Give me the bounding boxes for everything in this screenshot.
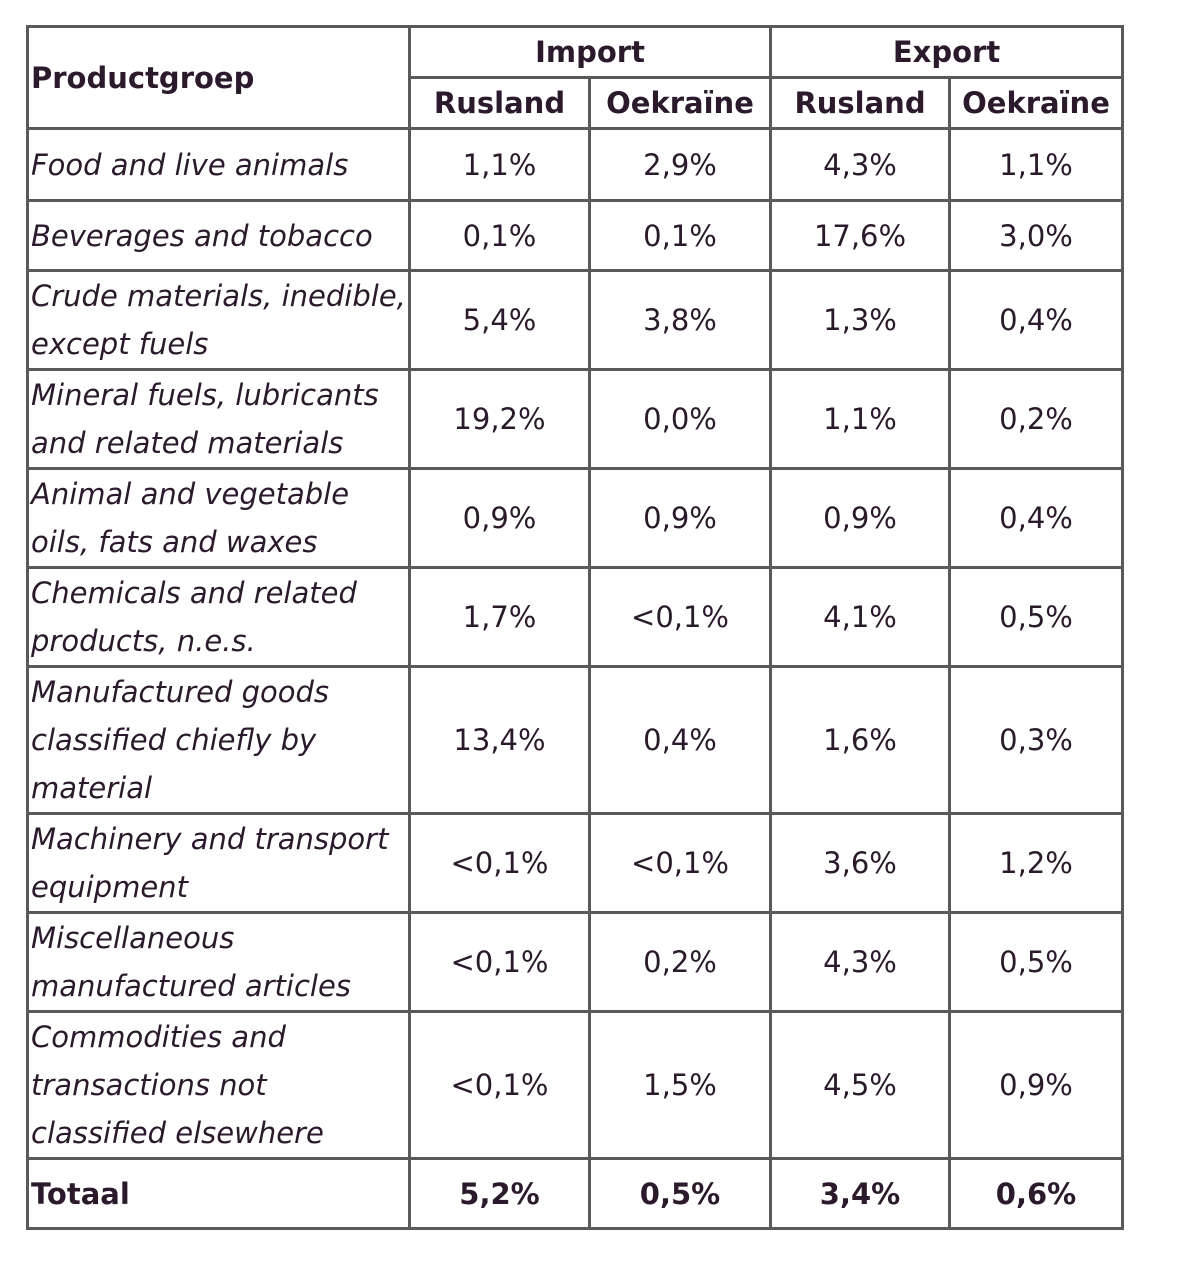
cell-import-rusland: <0,1% bbox=[408, 812, 591, 914]
table-row: Food and live animals 1,1% 2,9% 4,3% 1,1… bbox=[26, 127, 1125, 202]
cell-import-oekraine: 0,9% bbox=[587, 467, 773, 569]
cell-export-oekraine: 0,4% bbox=[948, 269, 1125, 371]
table-row: Machinery and transport equipment <0,1% … bbox=[26, 812, 1125, 914]
cell-import-rusland: 5,4% bbox=[408, 269, 591, 371]
cell-export-rusland: 4,3% bbox=[769, 911, 952, 1013]
export-rusland-header: Rusland bbox=[769, 76, 952, 130]
sub-header-row: Rusland Oekraïne Rusland Oekraïne bbox=[28, 76, 1125, 130]
table-row: Commodities and transactions not classif… bbox=[26, 1010, 1125, 1160]
cell-import-oekraine: 0,1% bbox=[587, 199, 773, 272]
row-label: Manufactured goods classified chiefly by… bbox=[26, 665, 411, 815]
row-label: Crude materials, inedible, except fuels bbox=[26, 269, 411, 371]
total-import-oekraine: 0,5% bbox=[587, 1157, 773, 1230]
cell-import-oekraine: <0,1% bbox=[587, 812, 773, 914]
cell-import-oekraine: 0,2% bbox=[587, 911, 773, 1013]
cell-export-rusland: 1,1% bbox=[769, 368, 952, 470]
export-oekraine-header: Oekraïne bbox=[948, 76, 1125, 130]
cell-import-oekraine: 2,9% bbox=[587, 127, 773, 202]
row-label: Machinery and transport equipment bbox=[26, 812, 411, 914]
cell-import-rusland: 19,2% bbox=[408, 368, 591, 470]
table-row: Animal and vegetable oils, fats and waxe… bbox=[26, 467, 1125, 569]
table-row: Manufactured goods classified chiefly by… bbox=[26, 665, 1125, 815]
cell-export-oekraine: 0,5% bbox=[948, 911, 1125, 1013]
cell-export-rusland: 3,6% bbox=[769, 812, 952, 914]
export-header: Export bbox=[769, 25, 1125, 79]
cell-import-rusland: 0,9% bbox=[408, 467, 591, 569]
row-label: Chemicals and related products, n.e.s. bbox=[26, 566, 411, 668]
group-header-row: Productgroep Import Export bbox=[26, 25, 1125, 130]
cell-export-oekraine: 0,5% bbox=[948, 566, 1125, 668]
cell-import-oekraine: 1,5% bbox=[587, 1010, 773, 1160]
row-label: Commodities and transactions not classif… bbox=[26, 1010, 411, 1160]
cell-export-rusland: 4,1% bbox=[769, 566, 952, 668]
cell-export-oekraine: 0,2% bbox=[948, 368, 1125, 470]
cell-import-rusland: 0,1% bbox=[408, 199, 591, 272]
total-export-rusland: 3,4% bbox=[769, 1157, 952, 1230]
cell-export-oekraine: 0,3% bbox=[948, 665, 1125, 815]
cell-export-oekraine: 3,0% bbox=[948, 199, 1125, 272]
cell-import-oekraine: 3,8% bbox=[587, 269, 773, 371]
cell-import-oekraine: 0,0% bbox=[587, 368, 773, 470]
total-row: Totaal 5,2% 0,5% 3,4% 0,6% bbox=[26, 1157, 1125, 1230]
trade-share-table: Productgroep Import Export Rusland Oekra… bbox=[26, 25, 1125, 1230]
import-oekraine-header: Oekraïne bbox=[587, 76, 773, 130]
table-row: Beverages and tobacco 0,1% 0,1% 17,6% 3,… bbox=[26, 199, 1125, 272]
cell-import-rusland: <0,1% bbox=[408, 1010, 591, 1160]
cell-export-rusland: 1,3% bbox=[769, 269, 952, 371]
cell-import-rusland: <0,1% bbox=[408, 911, 591, 1013]
cell-import-oekraine: <0,1% bbox=[587, 566, 773, 668]
row-label: Mineral fuels, lubricants and related ma… bbox=[26, 368, 411, 470]
cell-export-rusland: 17,6% bbox=[769, 199, 952, 272]
row-label: Animal and vegetable oils, fats and waxe… bbox=[26, 467, 411, 569]
import-rusland-header: Rusland bbox=[408, 76, 591, 130]
total-export-oekraine: 0,6% bbox=[948, 1157, 1125, 1230]
cell-export-oekraine: 0,4% bbox=[948, 467, 1125, 569]
cell-export-rusland: 1,6% bbox=[769, 665, 952, 815]
cell-import-rusland: 1,1% bbox=[408, 127, 591, 202]
table-row: Chemicals and related products, n.e.s. 1… bbox=[26, 566, 1125, 668]
table-row: Mineral fuels, lubricants and related ma… bbox=[26, 368, 1125, 470]
cell-import-oekraine: 0,4% bbox=[587, 665, 773, 815]
row-label: Food and live animals bbox=[26, 127, 411, 202]
cell-export-oekraine: 1,1% bbox=[948, 127, 1125, 202]
cell-import-rusland: 1,7% bbox=[408, 566, 591, 668]
cell-export-rusland: 4,5% bbox=[769, 1010, 952, 1160]
total-label: Totaal bbox=[26, 1157, 411, 1230]
cell-export-oekraine: 0,9% bbox=[948, 1010, 1125, 1160]
row-label: Beverages and tobacco bbox=[26, 199, 411, 272]
import-header: Import bbox=[407, 25, 773, 79]
cell-import-rusland: 13,4% bbox=[408, 665, 591, 815]
cell-export-rusland: 0,9% bbox=[769, 467, 952, 569]
row-label: Miscellaneous manufactured articles bbox=[26, 911, 411, 1013]
cell-export-oekraine: 1,2% bbox=[948, 812, 1125, 914]
cell-export-rusland: 4,3% bbox=[769, 127, 952, 202]
table-row: Crude materials, inedible, except fuels … bbox=[26, 269, 1125, 371]
total-import-rusland: 5,2% bbox=[408, 1157, 591, 1230]
table-row: Miscellaneous manufactured articles <0,1… bbox=[26, 911, 1125, 1013]
productgroep-header: Productgroep bbox=[26, 25, 411, 130]
table-body: Food and live animals 1,1% 2,9% 4,3% 1,1… bbox=[26, 127, 1125, 1230]
